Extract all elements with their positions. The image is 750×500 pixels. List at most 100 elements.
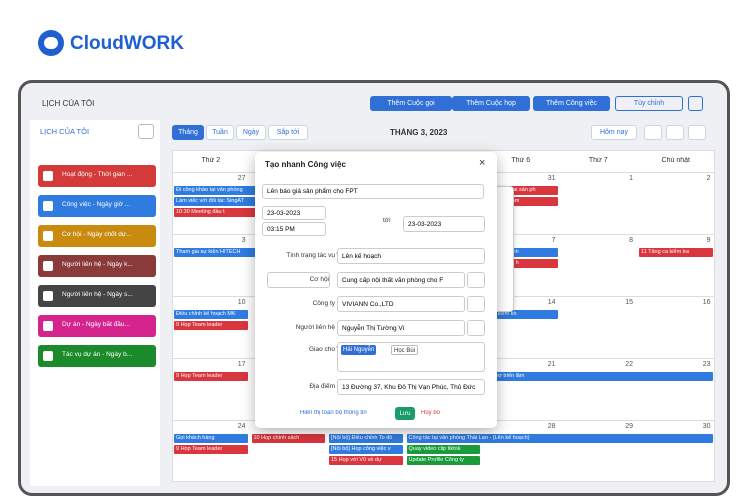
header-button[interactable]: Thêm Công việc xyxy=(533,96,610,111)
nav-button[interactable] xyxy=(688,125,706,140)
view-tab[interactable]: Tuần xyxy=(206,125,234,140)
search-button[interactable] xyxy=(467,272,485,288)
day-number: 14 xyxy=(547,299,556,306)
day-number: 28 xyxy=(547,423,556,430)
event[interactable]: 11 Tăng ca kiểm tra xyxy=(639,248,713,257)
event[interactable]: [Nội bộ] Họp công việc v xyxy=(329,445,403,454)
event[interactable]: 10 Họp chính sách xyxy=(251,434,325,443)
subject-input[interactable]: Lên báo giá sản phẩm cho FPT xyxy=(262,184,484,199)
header-button[interactable]: Tùy chỉnh xyxy=(615,96,683,111)
checkbox[interactable] xyxy=(43,261,53,271)
event[interactable]: Làm việc với đối tác SingAT xyxy=(174,197,325,206)
event[interactable]: Gọi khách hàng xyxy=(174,434,248,443)
modal-title: Tạo nhanh Công việc xyxy=(265,160,346,169)
day-number: 10 xyxy=(237,299,246,306)
day-number: 30 xyxy=(702,423,711,430)
checkbox[interactable] xyxy=(43,171,53,181)
field-value[interactable]: Nguyễn Thị Tường Vi xyxy=(337,320,465,336)
help-button[interactable] xyxy=(688,96,703,111)
show-all-button[interactable]: Hiển thị toàn bộ thông tin xyxy=(300,410,367,416)
event[interactable]: i đối kiểm kh xyxy=(484,310,558,319)
event[interactable]: 9 Họp Team leader xyxy=(174,372,248,381)
day-number: 31 xyxy=(547,175,556,182)
event[interactable]: Đi công khảo tại văn phòng xyxy=(174,186,325,195)
nav-button[interactable] xyxy=(644,125,662,140)
weekday: Thứ 6 xyxy=(511,157,531,164)
start-date[interactable]: 23-03-2023 xyxy=(262,206,326,220)
event[interactable]: 9 Họp Team leader xyxy=(174,445,248,454)
day-number: 22 xyxy=(625,361,633,368)
event[interactable]: 9 Họp Team leader xyxy=(174,321,248,330)
event[interactable]: [Nội bộ] Điều chỉnh To đó xyxy=(329,434,403,443)
sidebar-item[interactable]: Công việc - Ngày giờ ... xyxy=(38,195,156,217)
header-title: LỊCH CỦA TÔI xyxy=(42,99,95,108)
sidebar-item[interactable]: Tác vụ dự án - Ngày b... xyxy=(38,345,156,367)
to-label: tới xyxy=(383,217,391,224)
day-number: 15 xyxy=(625,299,633,306)
event[interactable]: Tham gia sự kiện HITECH xyxy=(174,248,325,257)
today-button[interactable]: Hôm nay xyxy=(591,125,637,140)
day-number: 17 xyxy=(237,361,246,368)
view-tab[interactable]: Sắp tới xyxy=(268,125,308,140)
sidebar-item[interactable]: Người liên hệ - Ngày s... xyxy=(38,285,156,307)
sidebar-item-label: Người liên hệ - Ngày s... xyxy=(62,291,133,298)
field-value[interactable]: Lên kế hoạch xyxy=(337,248,485,264)
assignee-tag[interactable]: Hải Nguyễn xyxy=(341,345,377,355)
save-button[interactable]: Lưu xyxy=(395,407,415,420)
checkbox[interactable] xyxy=(43,201,53,211)
field-label: Công ty xyxy=(312,300,335,307)
field-label: Người liên hệ xyxy=(295,324,335,331)
location-input[interactable]: 13 Đường 37, Khu Đô Thị Vạn Phúc, Thủ Đứ… xyxy=(337,379,485,395)
field-value[interactable]: VIVIANN Co.,LTD xyxy=(337,296,465,312)
event[interactable]: Update Profile Công ty xyxy=(406,456,480,465)
sidebar-item-label: Người liên hệ - Ngày k... xyxy=(62,261,133,268)
view-tab[interactable]: Ngày xyxy=(236,125,266,140)
select-box[interactable] xyxy=(267,272,330,288)
add-button[interactable] xyxy=(138,124,154,139)
assignee-tag[interactable]: Học Bùi xyxy=(391,345,419,355)
checkbox[interactable] xyxy=(43,351,53,361)
month-title: THÁNG 3, 2023 xyxy=(390,128,448,137)
sidebar-item-label: Công việc - Ngày giờ ... xyxy=(62,201,131,208)
day-number: 29 xyxy=(625,423,633,430)
event[interactable]: 15 Họp với Vũ về dự xyxy=(329,456,403,465)
header-button[interactable]: Thêm Cuộc họp xyxy=(452,96,530,111)
event[interactable]: Công tác tại văn phòng Thái Lan - (Lên k… xyxy=(406,434,713,443)
sidebar-item[interactable]: Người liên hệ - Ngày k... xyxy=(38,255,156,277)
cancel-button[interactable]: Hủy bỏ xyxy=(421,410,441,416)
close-button[interactable]: × xyxy=(479,157,486,169)
header-button[interactable]: Thêm Cuộc gọi xyxy=(370,96,452,111)
sidebar-item[interactable]: Dự án - Ngày bắt đầu... xyxy=(38,315,156,337)
checkbox[interactable] xyxy=(43,321,53,331)
day-number: 3 xyxy=(241,237,246,244)
view-tab[interactable]: Tháng xyxy=(172,125,204,140)
end-date[interactable]: 23-03-2023 xyxy=(403,216,485,232)
sidebar-item[interactable]: Hoạt động - Thời gian ... xyxy=(38,165,156,187)
event[interactable]: Quay video clip tiktok xyxy=(406,445,480,454)
sidebar-item[interactable]: Cơ hội - Ngày chốt dự... xyxy=(38,225,156,247)
field-value[interactable]: Cung cấp nội thất văn phòng cho F xyxy=(337,272,465,288)
weekday: Thứ 2 xyxy=(201,157,221,164)
field-label: Cơ hội xyxy=(309,276,329,283)
day-number: 27 xyxy=(237,175,246,182)
sidebar-item-label: Cơ hội - Ngày chốt dự... xyxy=(62,231,132,238)
event[interactable]: Điều chỉnh kế hoạch MK xyxy=(174,310,248,319)
sidebar-item-label: Hoạt động - Thời gian ... xyxy=(62,171,133,178)
search-button[interactable] xyxy=(467,320,485,336)
search-button[interactable] xyxy=(467,296,485,312)
checkbox[interactable] xyxy=(43,231,53,241)
day-number: 23 xyxy=(702,361,711,368)
location-label: Địa điểm xyxy=(309,383,335,390)
assign-box[interactable] xyxy=(337,342,485,372)
event[interactable]: 10:30 Meeting đầu t xyxy=(174,208,325,217)
event[interactable]: hội trợ triển lãm xyxy=(484,372,713,381)
day-number: 9 xyxy=(706,237,711,244)
day-number: 1 xyxy=(629,175,633,182)
sidebar-item-label: Dự án - Ngày bắt đầu... xyxy=(62,321,130,328)
weekday: Chủ nhật xyxy=(661,157,690,164)
sidebar-item-label: Tác vụ dự án - Ngày b... xyxy=(62,351,133,358)
checkbox[interactable] xyxy=(43,291,53,301)
start-time[interactable]: 03:15 PM xyxy=(262,222,326,236)
nav-button[interactable] xyxy=(666,125,684,140)
